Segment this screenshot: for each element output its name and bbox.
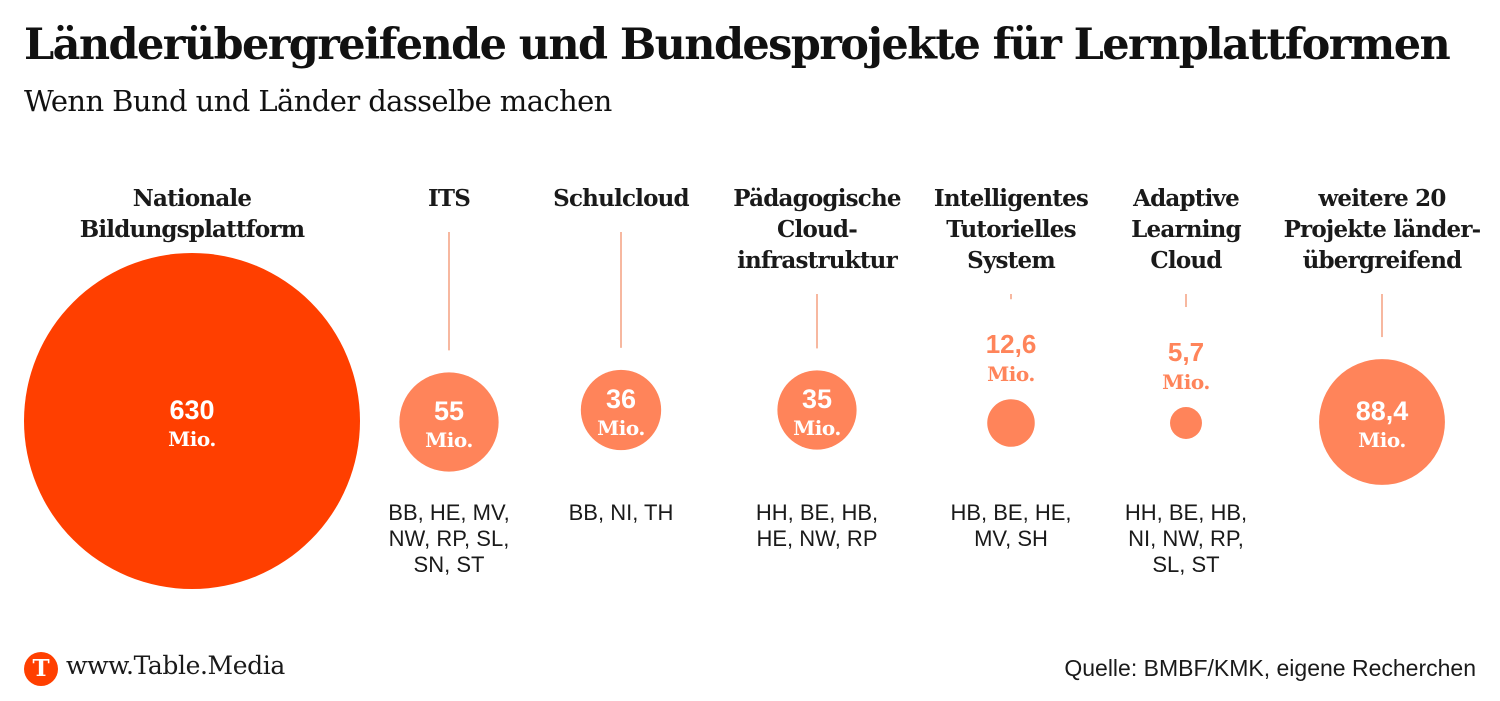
project-name-label: Projekte länder-	[1284, 216, 1481, 243]
table-media-logo-icon: T	[24, 652, 58, 686]
project-name-label: System	[967, 247, 1055, 274]
project-name-label: Cloud	[1150, 247, 1222, 274]
project-name-label: Bildungsplattform	[80, 216, 305, 243]
chart-title: Länderübergreifende und Bundesprojekte f…	[24, 20, 1451, 70]
states-label: SN, ST	[414, 552, 485, 577]
value-bubble	[580, 369, 662, 451]
unit-label: Mio.	[425, 428, 473, 452]
footer-url[interactable]: www.Table.Media	[66, 651, 285, 680]
states-label: BB, HE, MV,	[388, 500, 509, 525]
unit-label: Mio.	[1358, 428, 1406, 452]
value-label: 12,6	[986, 329, 1037, 359]
source-note: Quelle: BMBF/KMK, eigene Recherchen	[1064, 655, 1476, 681]
unit-label: Mio.	[793, 416, 841, 440]
value-bubble	[987, 399, 1035, 447]
bubble-group: weitere 20 Projekte länder-übergreifend 88…	[1284, 185, 1481, 485]
unit-label: Mio.	[987, 362, 1035, 386]
project-name-label: infrastruktur	[737, 247, 898, 274]
bubble-group: Adaptive Learning Cloud 5,7 Mio. HH, BE, HB,N…	[1125, 185, 1247, 577]
value-bubble	[1170, 407, 1202, 439]
states-label: NI, NW, RP,	[1128, 526, 1244, 551]
states-label: NW, RP, SL,	[389, 526, 510, 551]
project-name-label: ITS	[428, 185, 470, 212]
states-label: BB, NI, TH	[569, 500, 674, 525]
chart-subtitle: Wenn Bund und Länder dasselbe machen	[24, 84, 612, 118]
value-bubble	[1319, 359, 1445, 485]
value-bubble	[24, 253, 360, 589]
states-label: HE, NW, RP	[756, 526, 877, 551]
states-label: HH, BE, HB,	[756, 500, 878, 525]
project-name-label: Nationale	[133, 185, 252, 212]
value-label: 5,7	[1168, 337, 1204, 367]
project-name-label: Pädagogische	[733, 185, 901, 212]
project-name-label: weitere 20	[1317, 185, 1445, 212]
states-label: HH, BE, HB,	[1125, 500, 1247, 525]
project-name-label: Learning	[1131, 216, 1241, 243]
unit-label: Mio.	[168, 427, 216, 451]
project-name-label: Schulcloud	[553, 185, 689, 212]
value-bubble	[399, 372, 499, 472]
states-label: SL, ST	[1152, 552, 1219, 577]
unit-label: Mio.	[1162, 370, 1210, 394]
project-name-label: Cloud-	[777, 216, 857, 243]
project-name-label: Intelligentes	[934, 185, 1088, 212]
project-name-label: Tutorielles	[946, 216, 1075, 243]
states-label: HB, BE, HE,	[950, 500, 1071, 525]
value-label: 88,4	[1356, 396, 1409, 426]
value-label: 55	[434, 396, 464, 426]
value-label: 35	[802, 384, 832, 414]
project-name-label: übergreifend	[1303, 247, 1463, 274]
value-bubble	[777, 370, 857, 450]
value-label: 36	[606, 384, 636, 414]
project-name-label: Adaptive	[1132, 185, 1239, 212]
value-label: 630	[169, 395, 214, 425]
unit-label: Mio.	[597, 416, 645, 440]
states-label: MV, SH	[974, 526, 1048, 551]
bubble-group: Intelligentes Tutorielles System 12,6 Mio. HB…	[934, 185, 1089, 551]
